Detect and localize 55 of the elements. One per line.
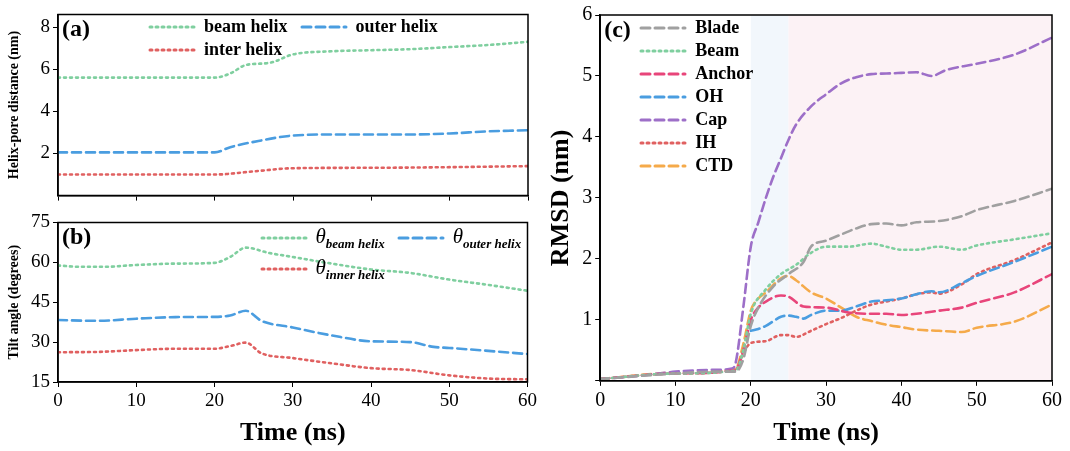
- legend-label: Anchor: [695, 63, 754, 84]
- y-tick-label: 1: [582, 307, 593, 330]
- x-tick-label: 30: [816, 388, 837, 411]
- legend-label: Cap: [695, 109, 728, 130]
- y-tick-label: 3: [582, 185, 593, 208]
- legend-label: OH: [695, 86, 724, 107]
- x-tick-label: 20: [740, 388, 761, 411]
- x-tick-label: 0: [53, 389, 63, 411]
- y-tick-label: 5: [582, 63, 593, 86]
- legend-label: IH: [695, 132, 717, 153]
- y-tick-label: 2: [582, 246, 593, 269]
- line-series: [58, 309, 528, 356]
- legend-label: θ$_{inner helix}$: [315, 254, 385, 283]
- x-tick-label: 60: [518, 389, 537, 411]
- x-tick-label: 40: [891, 388, 912, 411]
- annotation: (b): [62, 223, 92, 251]
- x-tick-label: 50: [439, 389, 459, 411]
- y-tick-label: 8: [40, 15, 50, 37]
- legend-label: θ$_{outer helix}$: [452, 224, 522, 253]
- legend-label: inter helix: [204, 39, 283, 61]
- annotation: (c): [604, 16, 631, 43]
- y-tick-label: 2: [40, 141, 50, 163]
- y-tick-label: 30: [31, 330, 50, 352]
- line-series: [749, 245, 1052, 333]
- y-axis-title: Tilt angle (degrees): [6, 244, 23, 360]
- x-tick-label: 60: [1042, 388, 1062, 411]
- line-series: [58, 164, 528, 176]
- x-tick-label: 10: [665, 388, 686, 411]
- legend-label: θ$_{beam helix}$: [315, 224, 385, 253]
- x-axis-title: Time (ns): [773, 417, 879, 447]
- line-series: [58, 128, 528, 154]
- x-tick-label: 50: [966, 388, 987, 411]
- y-tick-label: 75: [31, 210, 50, 232]
- x-axis-title: Time (ns): [239, 417, 346, 447]
- x-tick-label: 0: [595, 388, 606, 411]
- annotation: (a): [62, 15, 90, 43]
- x-tick-label: 30: [283, 389, 303, 411]
- y-axis-title: Helix-pore distance (nm): [6, 30, 23, 180]
- x-tick-label: 40: [361, 389, 381, 411]
- legend-label: Blade: [695, 17, 740, 38]
- y-tick-label: 15: [31, 369, 50, 391]
- x-tick-label: 20: [205, 389, 224, 411]
- line-series: [58, 40, 528, 79]
- x-tick-label: 10: [126, 389, 146, 411]
- y-tick-label: 4: [40, 99, 51, 121]
- y-tick-label: 6: [40, 57, 50, 79]
- y-tick-label: 60: [31, 250, 50, 272]
- y-tick-label: 6: [582, 2, 593, 25]
- y-tick-label: 4: [582, 124, 593, 147]
- legend-label: beam helix: [204, 16, 288, 38]
- y-tick-label: 45: [31, 290, 50, 312]
- legend-label: CTD: [695, 155, 734, 176]
- legend-label: Beam: [695, 40, 740, 61]
- y-axis-title: RMSD (nm): [545, 129, 575, 267]
- legend-label: outer helix: [355, 16, 438, 38]
